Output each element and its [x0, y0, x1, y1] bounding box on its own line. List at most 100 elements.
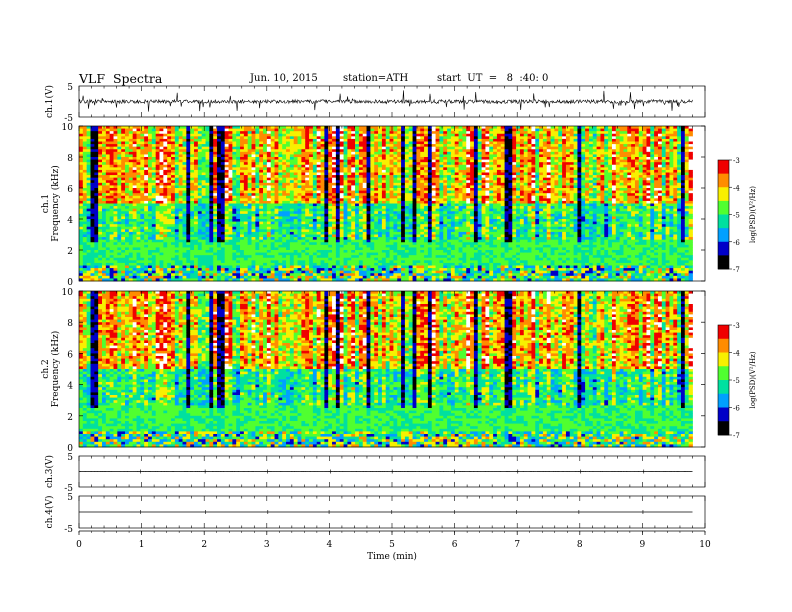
psd-cell [232, 162, 237, 166]
psd-cell [351, 275, 356, 279]
psd-cell [286, 157, 291, 160]
psd-cell [343, 175, 348, 179]
psd-cell [305, 169, 310, 173]
psd-cell [167, 203, 172, 207]
psd-cell [113, 255, 118, 259]
psd-cell [148, 167, 153, 171]
psd-cell [205, 169, 210, 173]
psd-cell [270, 216, 275, 220]
psd-cell [102, 149, 107, 153]
psd-cell [263, 250, 268, 253]
psd-cell [312, 136, 318, 140]
psd-cell [79, 144, 84, 148]
psd-cell [190, 234, 195, 238]
psd-cell [128, 131, 134, 135]
psd-cell [355, 149, 360, 153]
psd-cell [217, 169, 222, 173]
psd-cell [274, 247, 279, 251]
psd-cell [128, 265, 134, 269]
psd-cell [293, 234, 298, 238]
psd-cell [190, 252, 195, 256]
psd-cell [94, 244, 99, 248]
psd-cell [144, 244, 149, 248]
psd-cell [381, 185, 387, 189]
psd-cell [259, 213, 264, 217]
psd-cell [167, 190, 172, 194]
psd-cell [381, 250, 387, 253]
psd-cell [247, 136, 252, 140]
psd-cell [217, 270, 222, 274]
psd-cell [105, 177, 111, 181]
psd-cell [151, 224, 157, 228]
psd-cell [251, 154, 256, 158]
psd-cell [324, 275, 329, 279]
psd-cell [148, 268, 153, 272]
psd-cell [289, 255, 295, 259]
psd-cell [335, 167, 341, 171]
psd-cell [125, 190, 130, 194]
psd-cell [159, 231, 164, 235]
psd-cell [148, 162, 153, 166]
psd-cell [247, 149, 252, 153]
psd-cell [374, 149, 379, 153]
psd-cell [316, 136, 321, 140]
psd-cell [220, 177, 226, 181]
psd-cell [98, 211, 103, 215]
psd-cell [113, 200, 118, 204]
psd-cell [186, 273, 191, 277]
psd-cell [144, 144, 149, 148]
psd-cell [351, 208, 356, 212]
psd-cell [140, 138, 145, 142]
psd-cell [197, 239, 203, 243]
psd-cell [370, 188, 375, 191]
psd-cell [182, 136, 187, 140]
psd-cell [378, 154, 383, 158]
psd-cell [324, 144, 329, 148]
psd-cell [309, 149, 314, 153]
psd-cell [351, 180, 356, 184]
psd-cell [343, 164, 348, 168]
psd-cell [240, 198, 245, 202]
psd-cell [82, 203, 88, 207]
psd-cell [151, 185, 157, 189]
psd-cell [144, 126, 149, 129]
psd-cell [163, 244, 168, 248]
psd-cell [286, 151, 291, 155]
psd-cell [86, 136, 91, 140]
psd-cell [117, 270, 122, 274]
psd-cell [109, 182, 114, 186]
psd-cell [309, 175, 314, 179]
psd-cell [98, 141, 103, 145]
psd-cell [332, 216, 337, 220]
psd-cell [121, 262, 126, 266]
psd-cell [151, 203, 157, 207]
psd-cell [182, 278, 187, 282]
psd-cell [339, 169, 344, 173]
psd-cell [251, 247, 256, 251]
psd-cell [278, 239, 283, 243]
psd-cell [105, 138, 111, 142]
psd-cell [355, 270, 360, 274]
psd-cell [109, 151, 114, 155]
psd-cell [366, 133, 371, 137]
psd-cell [174, 239, 180, 243]
psd-cell [159, 216, 164, 220]
psd-cell [140, 141, 145, 145]
psd-cell [113, 257, 118, 261]
psd-cell [240, 188, 245, 191]
psd-cell [82, 146, 88, 150]
psd-cell [309, 268, 314, 272]
psd-cell [174, 208, 180, 212]
psd-cell [82, 175, 88, 179]
psd-cell [159, 273, 164, 277]
psd-cell [121, 157, 126, 160]
psd-cell [282, 239, 287, 243]
psd-cell [339, 144, 344, 148]
psd-cell [228, 126, 233, 129]
psd-cell [385, 255, 390, 259]
psd-cell [320, 151, 325, 155]
psd-cell [159, 260, 164, 264]
psd-cell [378, 157, 383, 160]
psd-cell [151, 141, 157, 145]
psd-cell [217, 138, 222, 142]
